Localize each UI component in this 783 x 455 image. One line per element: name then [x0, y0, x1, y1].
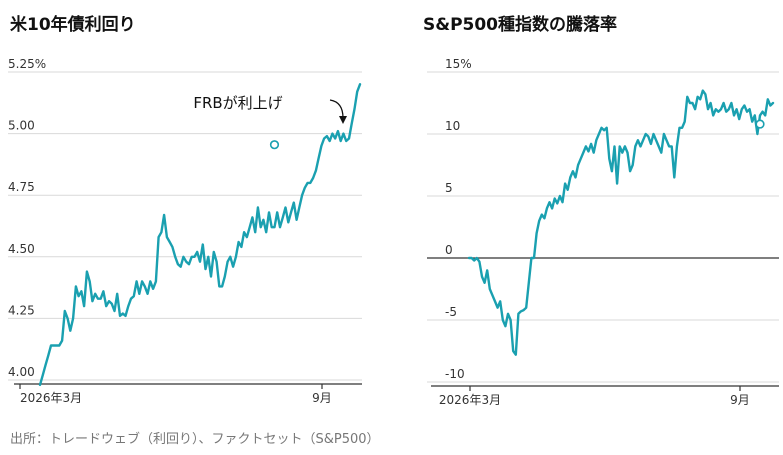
y-tick-label: 5.25%: [8, 57, 46, 71]
y-tick-label: 4.00: [8, 365, 35, 379]
y-tick-label: 4.50: [8, 242, 35, 256]
y-tick-label: 0: [445, 243, 453, 257]
annotation-arrow: [329, 99, 344, 119]
y-tick-label: 5.00: [8, 119, 35, 133]
sp500-chart: S&P500種指数の騰落率 -10 -5 0 5 10 15% 2026年3月 9月: [423, 0, 783, 420]
x-tick-label: 9月: [312, 391, 332, 405]
yield-chart-plot: 4.00 4.25 4.50 4.75 5.00 5.25% 2026年3月 9月 FRBが利上…: [8, 57, 362, 405]
annotation-arrowhead: [339, 116, 347, 124]
series-marker: [755, 119, 765, 129]
y-tick-label: 4.75: [8, 180, 35, 194]
sp500-chart-plot: -10 -5 0 5 10 15% 2026年3月 9月: [427, 57, 779, 407]
yield-chart: 米10年債利回り 4.00 4.25 4.50 4.75 5.00 5.25% 2026年3…: [0, 0, 380, 420]
x-tick-label: 9月: [730, 393, 750, 407]
source-note: 出所：トレードウェブ（利回り）、ファクトセット（S&P500）: [10, 432, 380, 447]
series-line: [38, 83, 362, 387]
y-tick-label: 5: [445, 181, 453, 195]
y-tick-label: 4.25: [8, 303, 35, 317]
yield-chart-title: 米10年債利回り: [10, 15, 136, 35]
y-tick-label: -10: [445, 367, 465, 381]
annotation-label: FRBが利上げ: [193, 94, 282, 112]
sp500-chart-title: S&P500種指数の騰落率: [423, 15, 618, 35]
y-tick-label: 15%: [445, 57, 472, 71]
series-line: [467, 89, 775, 356]
y-tick-label: -5: [445, 305, 457, 319]
y-tick-label: 10: [445, 119, 460, 133]
annotation-marker: [269, 140, 280, 150]
x-tick-label: 2026年3月: [439, 393, 501, 407]
x-tick-label: 2026年3月: [20, 391, 82, 405]
